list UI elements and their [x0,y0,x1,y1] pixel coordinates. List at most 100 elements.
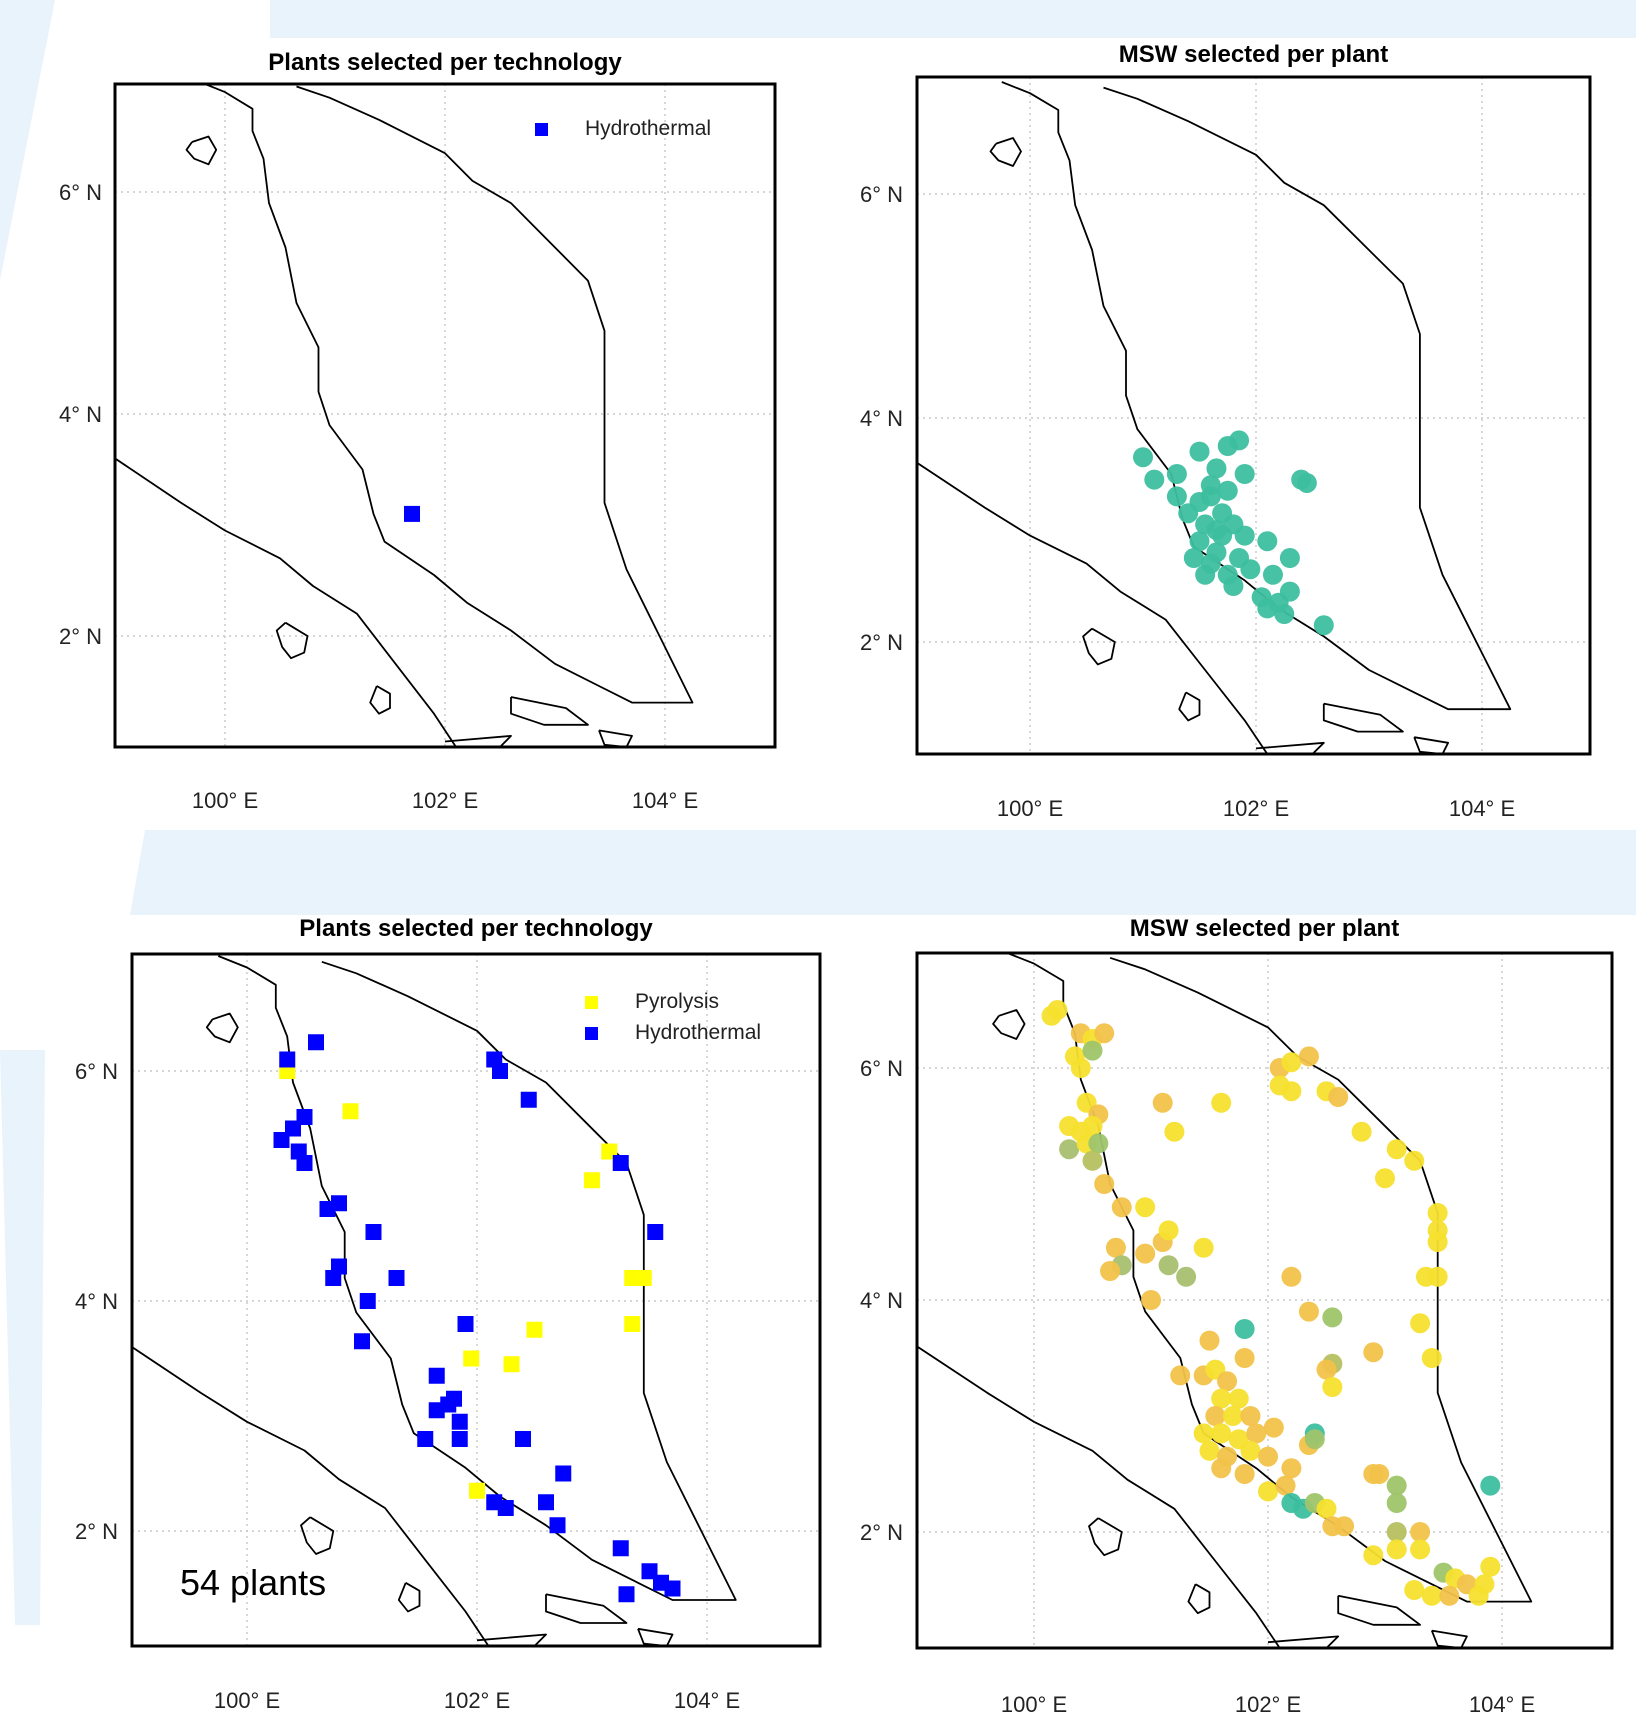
legend-swatch [535,123,548,136]
msw-marker [1135,1197,1156,1218]
msw-marker [1279,581,1300,602]
msw-marker [1298,1046,1319,1067]
island-outline [275,621,309,660]
msw-marker [1211,1092,1232,1113]
map-frame [915,951,1614,1650]
msw-marker [1351,1121,1372,1142]
coastline-sumatra [115,457,457,747]
plant-marker [647,1224,664,1240]
longitude-tick-label: 104° E [1469,1692,1535,1717]
msw-marker [1275,1475,1296,1496]
msw-marker [1316,1498,1337,1519]
msw-marker [1205,1406,1226,1426]
msw-marker [1200,475,1221,496]
msw-marker [1269,1075,1290,1096]
msw-marker [1166,464,1187,484]
msw-marker [1144,469,1165,490]
msw-marker [1258,1446,1278,1467]
plant-marker [354,1333,370,1350]
msw-marker [1141,1290,1161,1310]
plant-marker [308,1034,324,1051]
plant-marker [612,1540,629,1557]
background-band-middle [130,830,1636,915]
msw-marker [1164,1121,1185,1142]
longitude-tick-label: 100° E [997,796,1063,821]
plant-marker [451,1431,468,1447]
latitude-tick-label: 2° N [860,630,903,655]
msw-marker [1234,1319,1255,1339]
plant-marker [404,505,420,522]
msw-marker [1234,1348,1255,1368]
msw-marker [1240,559,1261,580]
legend-label: Pyrolysis [635,990,719,1013]
msw-marker [1135,1243,1156,1264]
msw-marker [1211,1423,1232,1444]
plant-marker [451,1413,468,1430]
msw-marker [1375,1168,1395,1189]
plant-marker [618,1586,635,1603]
msw-marker [1334,1516,1355,1537]
legend-label: Hydrothermal [635,1021,761,1044]
plant-marker [365,1224,382,1240]
longitude-tick-label: 104° E [674,1688,740,1713]
msw-marker [1105,1237,1126,1258]
panel-title: Plants selected per technology [299,915,653,942]
plant-marker [463,1350,480,1367]
plant-marker [555,1465,572,1482]
longitude-tick-label: 102° E [412,788,478,813]
msw-marker [1176,1266,1197,1287]
panel-bottom-right: MSW selected per plant 100° E 102° E 104° E… [860,915,1614,1717]
panel-top-left: Plants selected per technology 100° E 102°… [59,49,777,813]
plant-marker [285,1120,301,1137]
island-outline [300,1516,335,1555]
plant-marker [526,1321,543,1338]
msw-marker [1234,464,1255,484]
plant-markers [1133,430,1334,636]
plant-marker [388,1270,405,1286]
msw-marker [1158,1220,1179,1241]
longitude-tick-label: 100° E [214,1688,280,1713]
coastlines [917,81,1512,754]
msw-marker [1262,564,1283,585]
panel-top-right: MSW selected per plant 100° E 102° E 104° E… [860,41,1592,821]
island-outline [476,1633,547,1646]
msw-marker [1386,1539,1407,1560]
msw-marker [1427,1203,1448,1223]
coastlines [115,84,694,747]
graticule [132,954,820,1646]
msw-marker [1199,1330,1220,1351]
plant-marker [417,1431,434,1447]
legend-swatch [585,1027,598,1040]
msw-marker [1088,1133,1109,1154]
msw-marker [1111,1197,1132,1218]
latitude-tick-label: 6° N [860,1056,903,1081]
latitude-tick-label: 6° N [59,180,102,205]
plant-count-note: 54 plants [180,1562,326,1603]
latitude-tick-label: 4° N [75,1289,118,1314]
latitude-tick-label: 6° N [860,182,903,207]
msw-marker [1480,1556,1501,1577]
msw-marker [1217,480,1238,501]
msw-marker [1322,1307,1343,1328]
legend-swatch [585,996,598,1009]
msw-marker [1281,1052,1302,1073]
msw-marker [1410,1313,1431,1334]
plant-marker [359,1293,376,1309]
msw-marker [1386,1493,1407,1513]
msw-marker [1183,548,1204,568]
plant-marker [538,1494,554,1511]
msw-marker [1304,1429,1325,1450]
island-outline [992,1009,1026,1040]
plant-markers [1041,1000,1501,1606]
plant-marker [612,1155,629,1171]
plant-marker [428,1367,445,1384]
island-outline [1178,691,1201,722]
msw-marker [1281,1458,1302,1479]
latitude-tick-label: 2° N [59,624,102,649]
msw-marker [1404,1150,1425,1171]
msw-marker [1427,1266,1448,1287]
msw-marker [1189,531,1210,552]
msw-marker [1240,1440,1261,1461]
plant-markers [404,505,420,522]
island-outline [1337,1594,1421,1626]
